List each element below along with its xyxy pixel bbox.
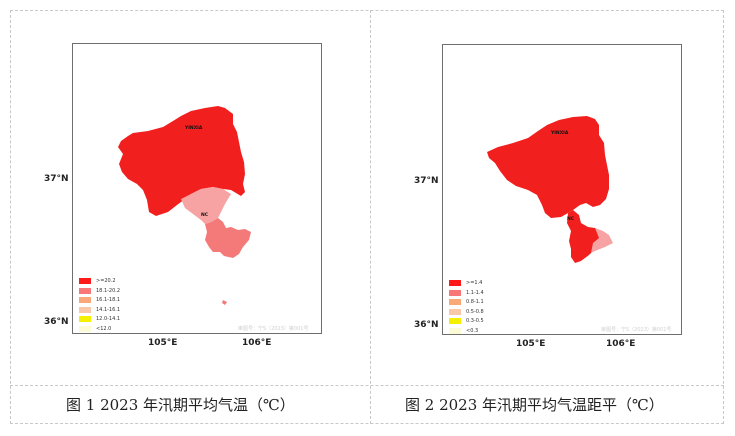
map-panel-1: YINXIA NC >=20.2 18.1-20.2 16.1-18.1 14.1-1… [72,43,322,334]
legend-swatch [449,308,461,315]
watermark-1: 审图号：宁S（2023）第001号 [238,326,309,332]
region-south [205,218,251,258]
place-label-yinchuan: YINXIA [185,126,203,131]
legend-swatch [449,289,461,296]
place-label-yinchuan: YINXIA [551,131,569,136]
place-label-nc: NC [201,213,209,218]
legend-swatch [79,287,91,294]
legend-label: 0.3-0.5 [466,318,484,325]
place-label-nc: NC [567,217,575,222]
watermark-2: 审图号：宁S（2023）第001号 [601,327,672,333]
caption-divider [10,385,724,386]
map-legend-2: >=1.4 1.1-1.4 0.8-1.1 0.5-0.8 0.3-0.5 <0.3 [449,279,484,334]
legend-item: 0.8-1.1 [449,298,484,306]
legend-item: <12.0 [79,325,120,333]
legend-label: 0.8-1.1 [466,299,484,306]
legend-item: 14.1-16.1 [79,306,120,314]
legend-label: 18.1-20.2 [96,287,121,294]
lon-tick-105-fig1: 105°E [148,338,178,348]
legend-item: 12.0-14.1 [79,315,120,323]
region-north [118,106,245,216]
legend-swatch [79,306,91,313]
legend-label: >=1.4 [466,280,483,286]
legend-swatch [449,318,461,325]
legend-item: 0.5-0.8 [449,308,484,316]
lon-tick-106-fig2: 106°E [606,339,636,349]
lat-tick-37-fig2: 37°N [414,176,439,186]
legend-item: 0.3-0.5 [449,317,484,325]
column-divider [370,10,371,424]
legend-swatch [79,297,91,304]
region-south-small [222,300,227,305]
map-2-svg [487,116,613,263]
lon-tick-105-fig2: 105°E [516,339,546,349]
map-1-svg [118,106,251,305]
legend-item: >=1.4 [449,279,484,287]
region-south-anomaly [567,210,606,263]
region-south-light-anomaly [591,228,613,253]
legend-swatch [79,325,91,332]
lat-tick-36-fig2: 36°N [414,320,439,330]
legend-label: 14.1-16.1 [96,306,121,313]
lon-tick-106-fig1: 106°E [242,338,272,348]
legend-label: 1.1-1.4 [466,289,484,296]
legend-swatch [449,299,461,306]
legend-label: <12.0 [96,325,112,332]
legend-item: 16.1-18.1 [79,296,120,304]
legend-label: >=20.2 [96,278,116,284]
legend-swatch [79,316,91,323]
figure-caption-1: 图 1 2023 年汛期平均气温（℃） [66,396,295,414]
figure-caption-2: 图 2 2023 年汛期平均气温距平（℃） [405,396,664,414]
legend-label: 16.1-18.1 [96,297,121,304]
legend-item: 18.1-20.2 [79,287,120,295]
map-legend-1: >=20.2 18.1-20.2 16.1-18.1 14.1-16.1 12.0-14… [79,277,120,333]
figure-table [10,10,724,424]
legend-swatch [79,278,91,284]
region-north-anomaly [487,116,609,218]
map-panel-2: YINXIA NC >=1.4 1.1-1.4 0.8-1.1 0.5-0.8 0.3-… [442,44,682,335]
legend-label: 0.5-0.8 [466,308,484,315]
legend-label: <0.3 [466,327,479,334]
legend-label: 12.0-14.1 [96,316,121,323]
legend-swatch [449,280,461,286]
legend-item: 1.1-1.4 [449,289,484,297]
legend-swatch [449,327,461,334]
legend-item: >=20.2 [79,277,120,285]
lat-tick-37-fig1: 37°N [44,174,69,184]
region-mid-light [181,187,231,224]
lat-tick-36-fig1: 36°N [44,317,69,327]
legend-item: <0.3 [449,327,484,334]
